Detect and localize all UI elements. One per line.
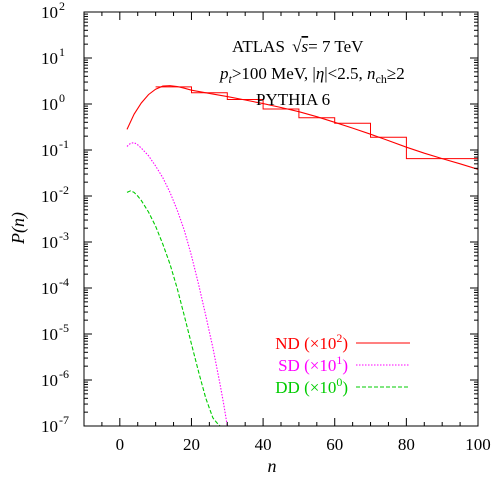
y-tick-base: 10 [41,141,58,160]
legend-label-nd: ND (×102) [275,331,348,353]
x-axis-label: n [268,456,277,476]
y-tick-exponent: -4 [59,275,69,289]
annotation-n: n [367,64,376,83]
series-group [126,85,478,426]
annotation-line-2: pt>100 MeV, |η|<2.5, nch≥2 [219,64,405,86]
y-tick-exponent: -3 [59,229,69,243]
x-tick-label: 40 [255,435,272,454]
y-tick-label: 10 [41,141,58,160]
annotation-ch: ch [376,72,387,86]
y-tick-base: 10 [41,49,58,68]
x-tick-label: 20 [183,435,200,454]
legend-scale: (×10 [300,334,337,353]
y-tick-label: 10 [41,371,58,390]
legend-close: ) [342,378,348,397]
annotation-experiment: ATLAS [232,37,285,56]
annotation-nch-cut: ≥2 [387,64,405,83]
y-axis-label: P(n) [8,212,29,245]
x-tick-label: 80 [398,435,415,454]
legend-close: ) [342,356,348,375]
annotation-block: ATLAS √s= 7 TeV pt>100 MeV, |η|<2.5, nch… [219,37,405,109]
x-tick-label: 100 [465,435,491,454]
y-tick-exponent: -1 [59,137,69,151]
sqrt-symbol: √ [292,37,302,56]
series-line-dd [126,190,221,426]
annotation-eta-cut: |<2.5, [324,64,367,83]
y-tick-exponent: -2 [59,183,69,197]
legend: ND (×102)SD (×101)DD (×100) [275,331,410,397]
y-tick-exponent: 1 [59,45,65,59]
y-tick-exponent: 2 [59,0,65,13]
plot-area [126,85,478,426]
legend-scale: (×10 [300,378,337,397]
legend-close: ) [342,334,348,353]
y-tick-label: 10 [41,233,58,252]
legend-label-sd: SD (×101) [278,353,348,375]
y-tick-base: 10 [41,95,58,114]
y-tick-base: 10 [41,371,58,390]
series-line-nd [126,85,478,170]
y-tick-label: 10 [41,279,58,298]
y-tick-base: 10 [41,187,58,206]
y-tick-exponent: -7 [59,413,69,427]
annotation-energy: = 7 TeV [308,37,364,56]
annotation-eta: η [316,64,324,83]
legend-exponent: 0 [336,375,342,389]
legend-name: ND [275,334,300,353]
y-tick-exponent: -5 [59,321,69,335]
y-tick-label: 10 [41,95,58,114]
x-tick-label: 60 [326,435,343,454]
y-tick-base: 10 [41,233,58,252]
legend-exponent: 1 [336,353,342,367]
annotation-pt-p: p [219,64,229,83]
series-line-sd [126,142,228,426]
data-histogram [155,86,478,160]
annotation-line-1: ATLAS √s= 7 TeV [232,37,364,56]
y-tick-base: 10 [41,3,58,22]
y-tick-label: 10 [41,325,58,344]
annotation-sqrt-s: s [302,37,309,56]
legend-label-dd: DD (×100) [275,375,348,397]
legend-name: SD [278,356,300,375]
x-tick-label: 0 [116,435,125,454]
annotation-pt-cut: >100 MeV, | [232,64,316,83]
y-tick-label: 10 [41,187,58,206]
annotation-pt-t: t [229,72,233,86]
y-tick-base: 10 [41,279,58,298]
y-tick-exponent: -6 [59,367,69,381]
legend-exponent: 2 [336,331,342,345]
y-tick-base: 10 [41,325,58,344]
y-tick-exponent: 0 [59,91,65,105]
legend-scale: (×10 [300,356,337,375]
legend-name: DD [275,378,300,397]
axes: 0 20 40 60 80 10010-710-610-510-410-310-210-1… [41,0,491,454]
y-tick-label: 10 [41,49,58,68]
y-tick-base: 10 [41,417,58,436]
y-tick-label: 10 [41,417,58,436]
annotation-line-3: PYTHIA 6 [256,90,330,109]
y-tick-label: 10 [41,3,58,22]
